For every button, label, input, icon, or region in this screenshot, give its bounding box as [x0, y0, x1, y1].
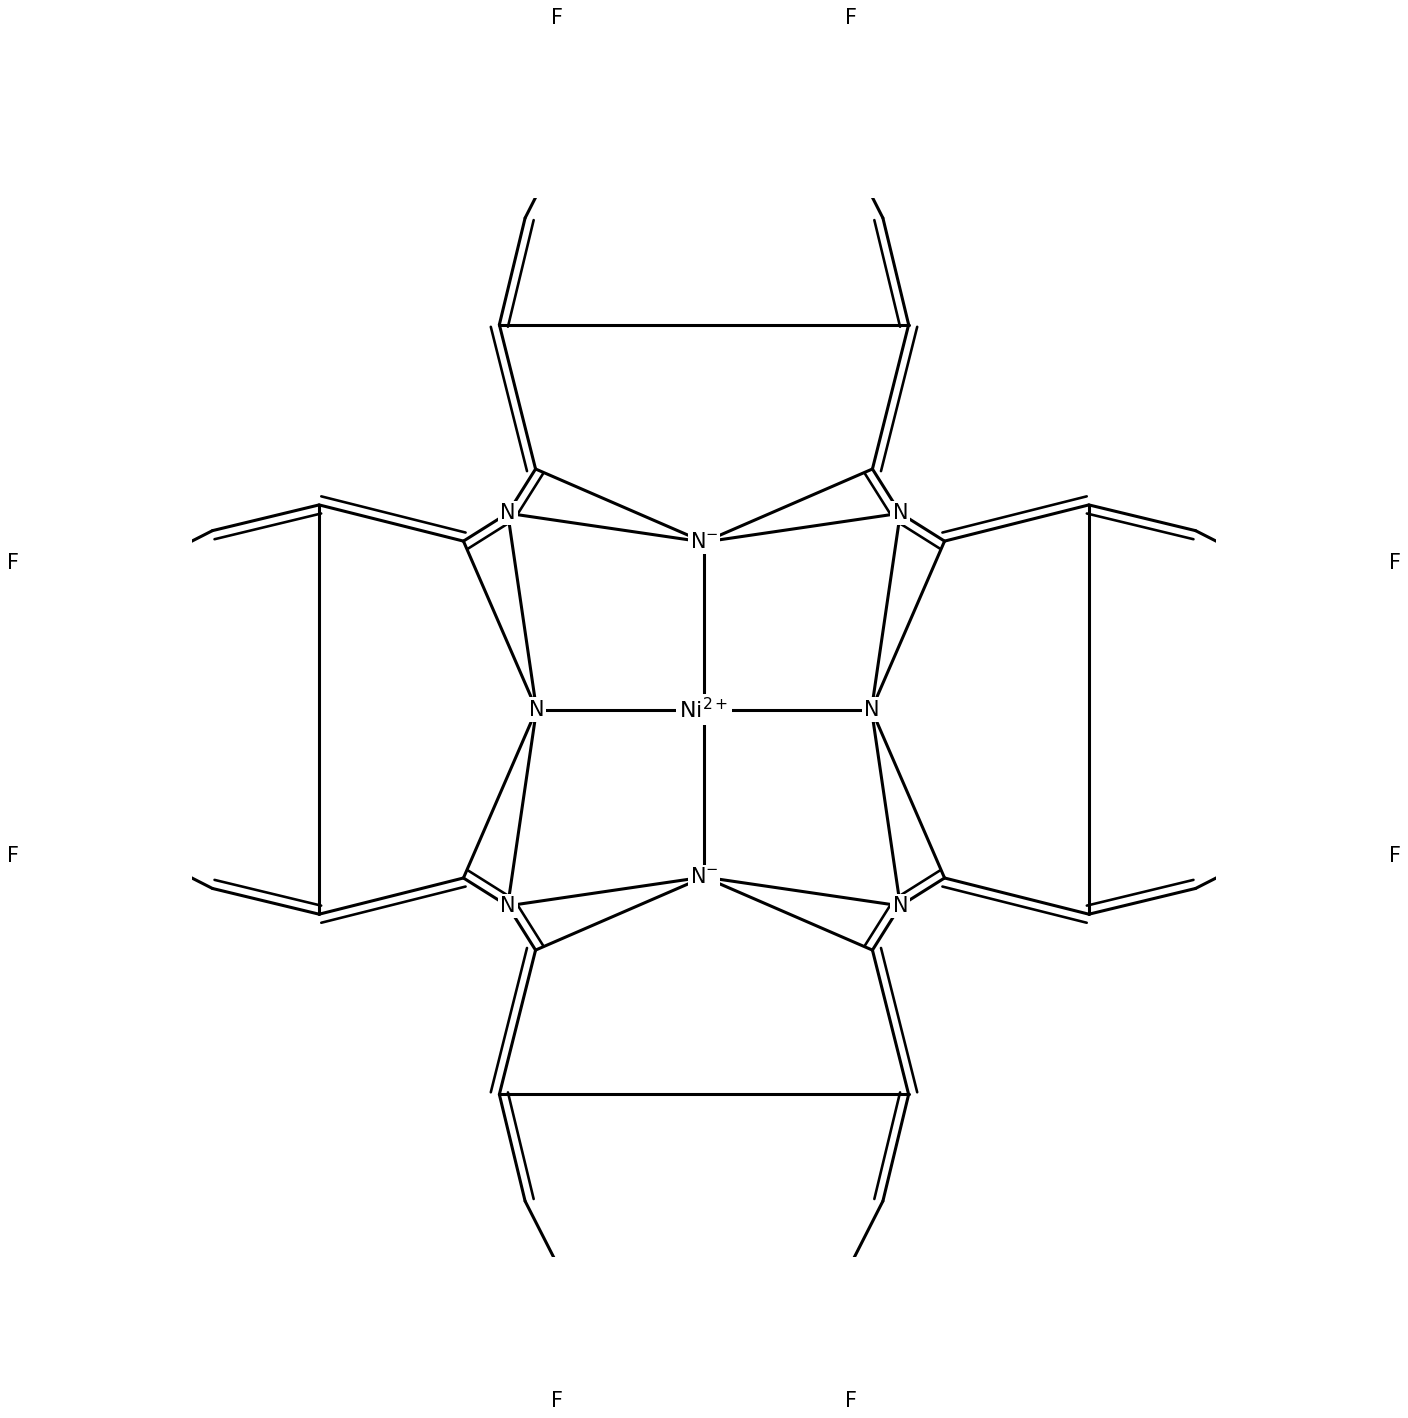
Text: F: F — [7, 553, 18, 573]
Text: Ni$^{2+}$: Ni$^{2+}$ — [679, 698, 729, 722]
Text: N: N — [500, 896, 515, 916]
Text: N: N — [529, 699, 545, 719]
Text: F: F — [551, 9, 563, 28]
Text: N: N — [863, 699, 879, 719]
Text: F: F — [845, 9, 857, 28]
Text: F: F — [1390, 847, 1401, 866]
Text: F: F — [7, 847, 18, 866]
Text: F: F — [1390, 553, 1401, 573]
Text: F: F — [845, 1391, 857, 1411]
Text: N$^{-}$: N$^{-}$ — [690, 866, 718, 888]
Text: N: N — [500, 503, 515, 523]
Text: F: F — [551, 1391, 563, 1411]
Text: N: N — [893, 503, 908, 523]
Text: N: N — [893, 896, 908, 916]
Text: N$^{-}$: N$^{-}$ — [690, 532, 718, 552]
